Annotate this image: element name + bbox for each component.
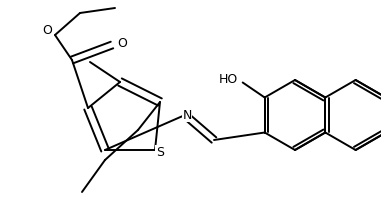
Text: HO: HO — [219, 73, 238, 86]
Text: O: O — [117, 37, 127, 50]
Text: O: O — [42, 24, 52, 37]
Text: S: S — [156, 145, 164, 158]
Text: N: N — [182, 108, 192, 121]
